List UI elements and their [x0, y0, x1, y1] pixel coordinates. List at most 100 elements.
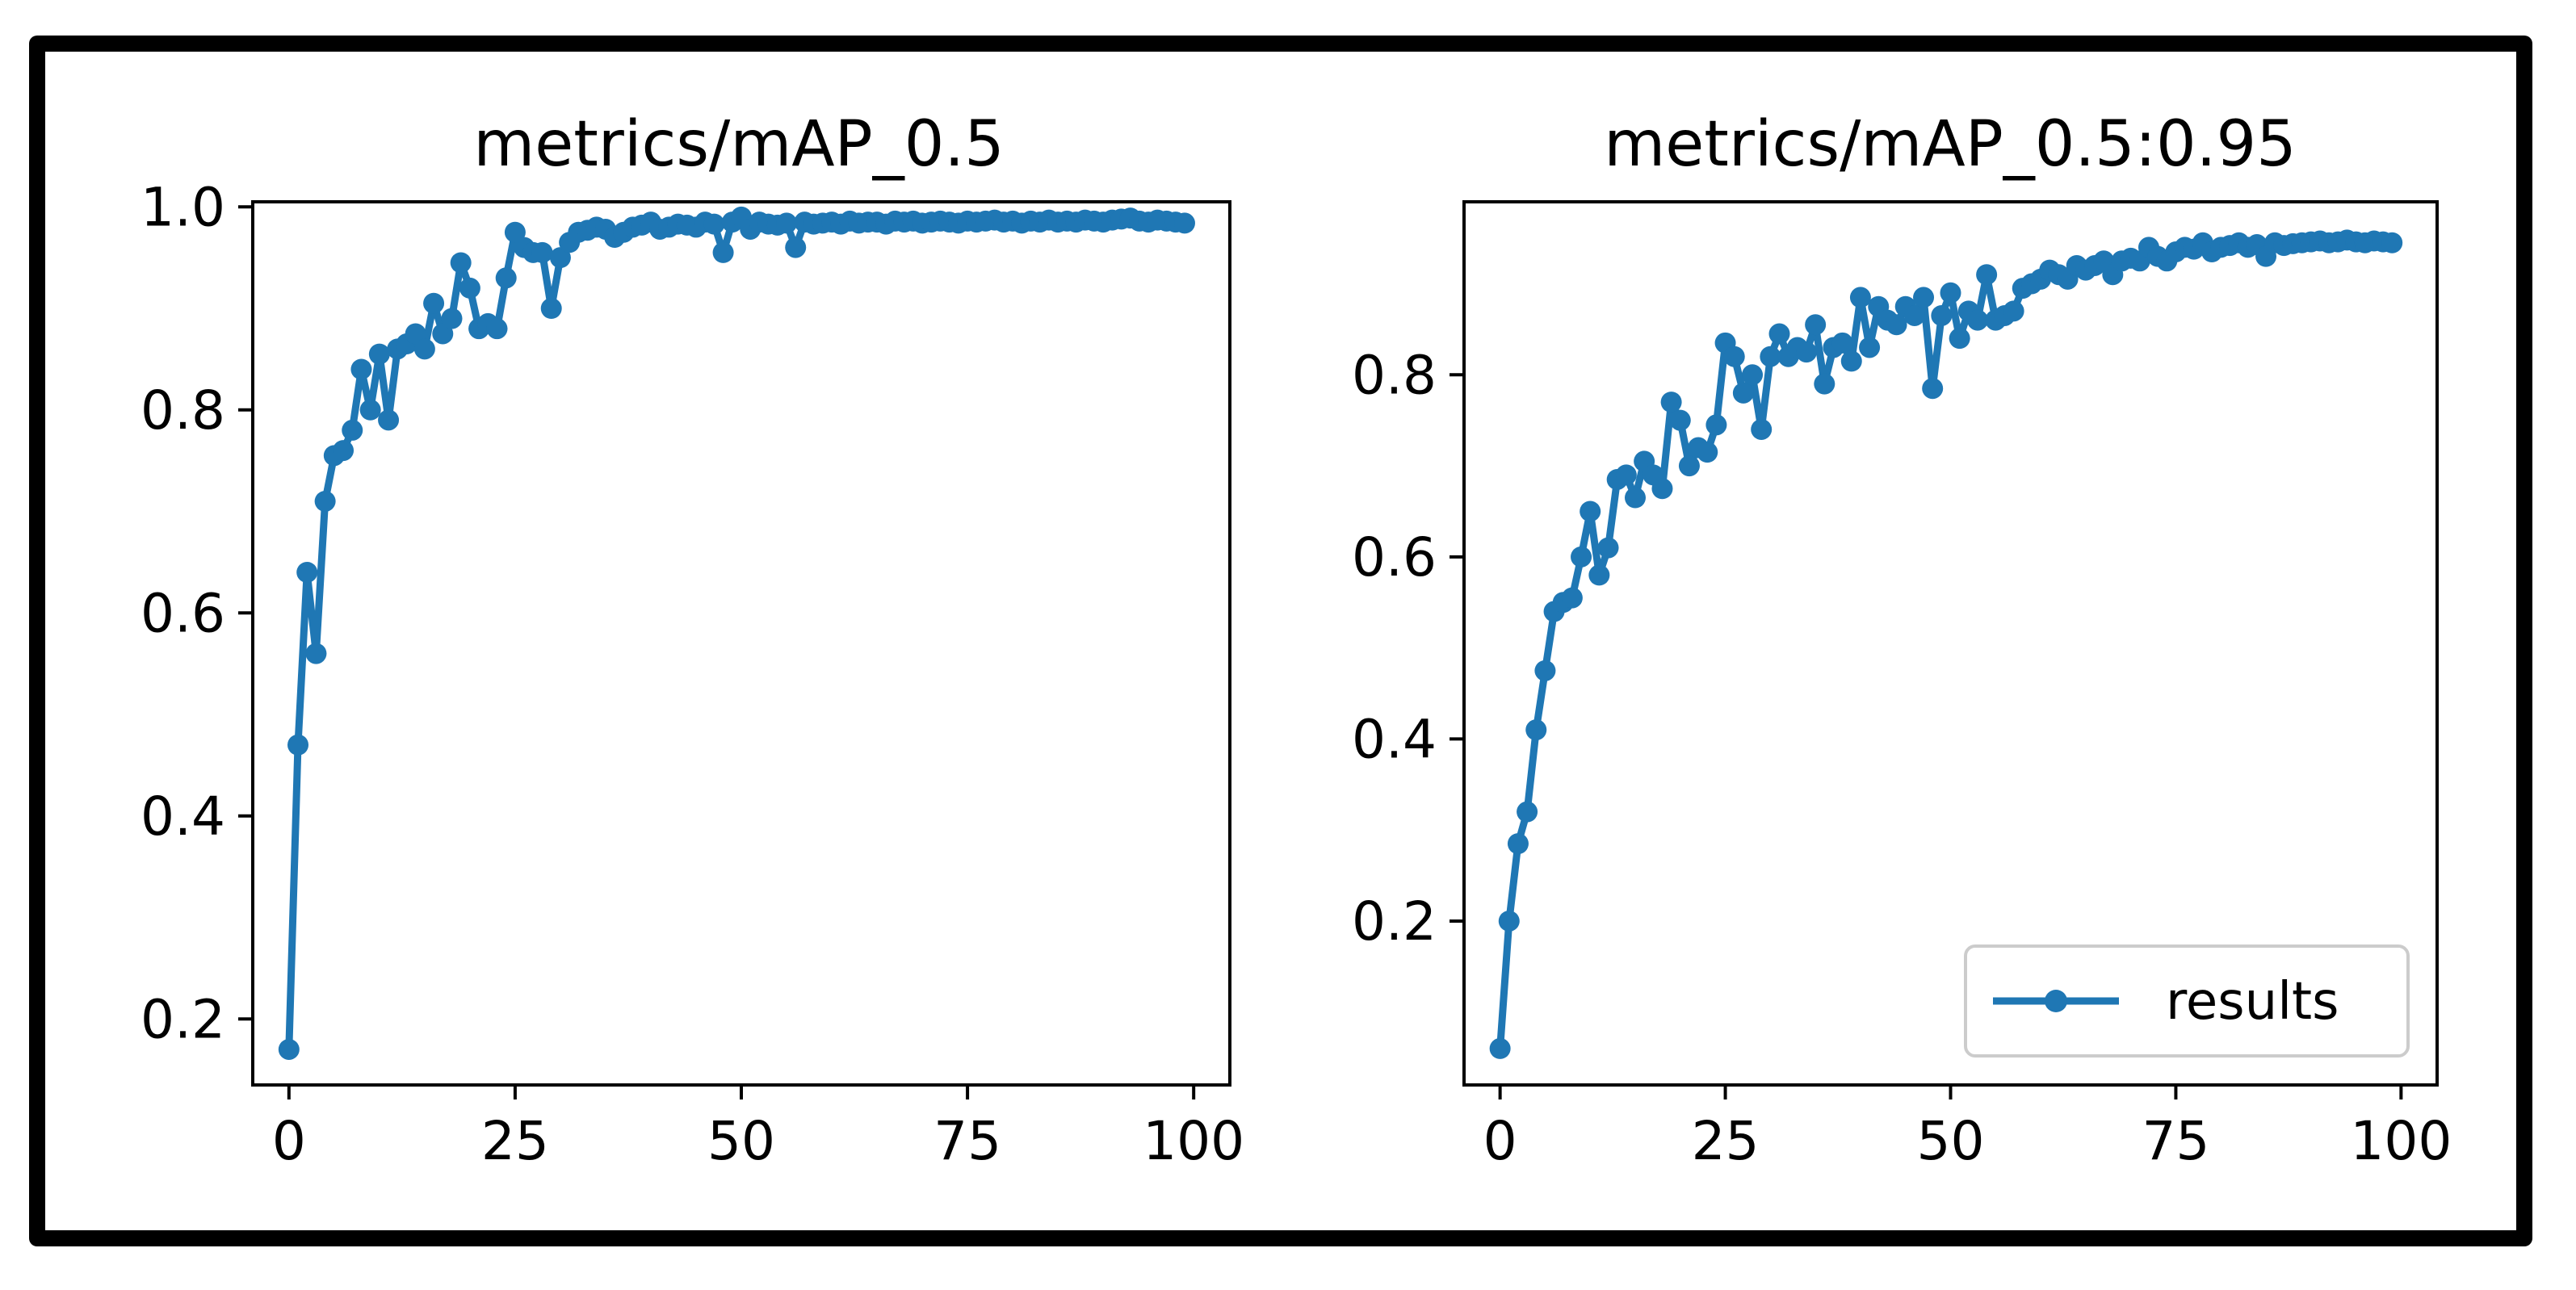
- data-point: [549, 247, 571, 269]
- data-point: [1534, 660, 1556, 681]
- data-point: [459, 277, 480, 299]
- data-point: [1669, 409, 1691, 431]
- data-point: [540, 298, 562, 320]
- data-point: [1660, 392, 1682, 413]
- data-point: [1913, 287, 1935, 308]
- y-tick-label: 1.0: [141, 176, 225, 238]
- data-point: [1588, 564, 1610, 586]
- data-point: [1561, 587, 1583, 609]
- data-point: [531, 241, 553, 263]
- data-point: [1624, 487, 1646, 509]
- x-tick-label: 0: [1483, 1110, 1517, 1172]
- x-tick-label: 75: [933, 1110, 1001, 1172]
- x-tick-label: 75: [2142, 1110, 2209, 1172]
- data-point: [1805, 314, 1827, 336]
- data-point: [486, 318, 508, 340]
- x-tick-label: 100: [1143, 1110, 1244, 1172]
- data-point: [776, 212, 798, 234]
- data-point: [278, 1038, 300, 1060]
- y-tick-label: 0.2: [1352, 890, 1437, 953]
- data-point: [1580, 501, 1601, 522]
- data-point: [785, 237, 807, 258]
- data-point: [296, 561, 318, 583]
- x-tick-label: 25: [1692, 1110, 1760, 1172]
- data-point: [333, 440, 355, 462]
- data-point: [1723, 346, 1745, 367]
- data-point: [432, 323, 454, 345]
- data-point: [1732, 382, 1754, 404]
- data-point: [1922, 378, 1944, 400]
- chart-right: metrics/mAP_0.5:0.95 0 25 50 75 100 0.2 0.4 0.6…: [1352, 108, 2452, 1172]
- data-point: [350, 358, 372, 380]
- y-tick-label: 0.4: [1352, 708, 1437, 770]
- data-point: [1840, 350, 1862, 372]
- x-tick-label: 0: [272, 1110, 306, 1172]
- x-tick-label: 50: [1917, 1110, 1985, 1172]
- data-point: [450, 252, 472, 274]
- data-point: [314, 490, 336, 512]
- series-line: [1496, 236, 2396, 1053]
- x-tick-label: 100: [2350, 1110, 2452, 1172]
- y-tick-label: 0.2: [141, 988, 225, 1050]
- chart-title: metrics/mAP_0.5: [473, 108, 1005, 181]
- data-point: [2003, 300, 2024, 322]
- data-point: [287, 734, 309, 756]
- chart-title: metrics/mAP_0.5:0.95: [1604, 108, 2296, 181]
- data-point: [1849, 287, 1871, 308]
- data-point: [359, 399, 381, 421]
- data-point: [1760, 346, 1781, 367]
- data-point: [368, 343, 390, 365]
- chart-left: metrics/mAP_0.5 0 25 50 75 100 0.2 0.4 0.6 0.8 1.…: [141, 108, 1244, 1172]
- data-point: [504, 221, 526, 243]
- data-point: [1517, 801, 1538, 823]
- data-point: [1597, 537, 1619, 559]
- axes-frame: [251, 200, 1231, 1087]
- data-point: [703, 213, 725, 235]
- x-tick-label: 25: [481, 1110, 549, 1172]
- data-point: [1940, 282, 1961, 304]
- data-point: [1651, 478, 1673, 500]
- data-point: [1615, 464, 1637, 486]
- y-tick-label: 0.4: [141, 785, 225, 848]
- y-tick-label: 0.6: [1352, 526, 1437, 588]
- data-point: [441, 308, 463, 329]
- data-point: [342, 419, 363, 441]
- data-point: [1489, 1037, 1511, 1059]
- data-point: [1571, 546, 1592, 568]
- legend-label: results: [2166, 972, 2339, 1032]
- data-point: [1859, 337, 1881, 358]
- data-point: [1814, 373, 1836, 395]
- data-point: [1697, 442, 1718, 463]
- data-point: [305, 643, 327, 664]
- data-point: [1525, 719, 1547, 741]
- legend-box: [1964, 944, 2410, 1058]
- data-point: [1949, 328, 1970, 350]
- data-point: [495, 267, 517, 289]
- y-tick-label: 0.8: [141, 379, 225, 442]
- data-point: [405, 323, 426, 345]
- x-tick-label: 50: [707, 1110, 775, 1172]
- data-point: [1976, 264, 1998, 286]
- data-point: [1678, 455, 1700, 477]
- data-point: [1507, 833, 1529, 855]
- data-point: [1768, 323, 1790, 345]
- data-point: [1751, 418, 1773, 440]
- data-point: [712, 241, 734, 263]
- data-point: [1742, 364, 1764, 386]
- data-point: [378, 409, 400, 431]
- legend-marker: [2045, 990, 2067, 1012]
- data-point: [1705, 414, 1727, 436]
- data-point: [423, 292, 445, 314]
- outer-frame: [29, 36, 2532, 1246]
- y-tick-label: 0.8: [1352, 344, 1437, 406]
- data-point: [1931, 304, 1953, 326]
- y-tick-label: 0.6: [141, 582, 225, 644]
- data-point: [1173, 212, 1195, 234]
- data-point: [1903, 304, 1925, 326]
- data-point: [1795, 341, 1817, 363]
- data-point: [2381, 232, 2403, 253]
- data-point: [413, 338, 435, 360]
- data-point: [1831, 332, 1853, 354]
